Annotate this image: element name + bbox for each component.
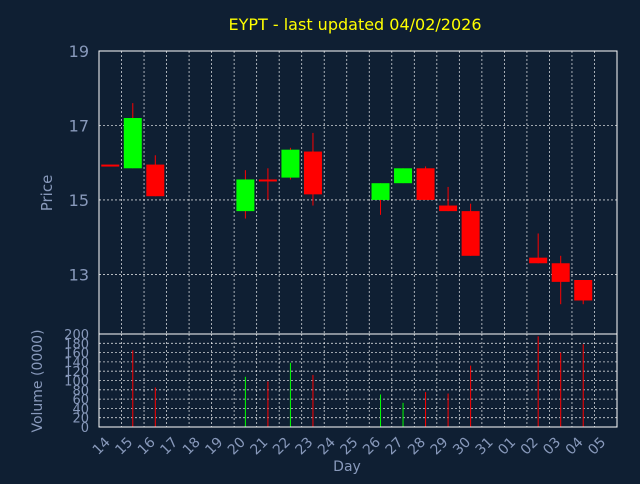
price-tick-label: 17 <box>69 116 89 135</box>
candle-body <box>371 183 390 200</box>
x-tick-labels: 1415161718192021222324252627282930310102… <box>90 434 609 458</box>
volume-tick-label: 160 <box>64 347 89 362</box>
x-tick-label: 15 <box>112 434 136 458</box>
candle-body <box>258 179 277 182</box>
price-tick-label: 19 <box>69 42 89 61</box>
candle-body <box>461 211 480 256</box>
candle-body <box>574 280 593 301</box>
x-tick-label: 21 <box>247 434 271 458</box>
chart-title: EYPT - last updated 04/02/2026 <box>228 15 481 34</box>
x-tick-label: 04 <box>563 434 587 458</box>
x-tick-label: 31 <box>473 434 497 458</box>
candle-body <box>416 168 435 200</box>
x-tick-label: 25 <box>338 434 362 458</box>
x-tick-label: 28 <box>405 434 429 458</box>
candle-body <box>146 164 165 197</box>
price-panel-frame <box>98 50 618 335</box>
price-tick-label: 15 <box>69 191 89 210</box>
x-axis-label: Day <box>333 459 361 475</box>
volume-tick-label: 200 <box>64 328 89 343</box>
candle-body <box>101 164 120 167</box>
x-tick-label: 18 <box>180 434 204 458</box>
volume-tick-label: 0 <box>81 421 89 436</box>
volume-tick-label: 180 <box>64 337 89 352</box>
volume-tick-label: 140 <box>64 356 89 371</box>
x-tick-label: 14 <box>90 434 114 458</box>
volume-tick-label: 80 <box>72 384 89 399</box>
price-panel: 13 15 17 19 <box>69 42 618 335</box>
candle-body <box>551 263 570 282</box>
volume-tick-label: 120 <box>64 365 89 380</box>
x-tick-label: 19 <box>202 434 226 458</box>
price-tick-label: 13 <box>69 265 89 284</box>
price-axis-label: Price <box>38 175 56 212</box>
volume-axis-label: Volume (0000) <box>30 329 46 432</box>
x-tick-label: 17 <box>157 434 181 458</box>
volume-panel-frame <box>98 333 618 428</box>
x-tick-label: 23 <box>293 434 317 458</box>
x-tick-label: 20 <box>225 434 249 458</box>
volume-tick-label: 40 <box>72 402 89 417</box>
volume-tick-label: 20 <box>72 412 89 427</box>
x-tick-label: 01 <box>495 434 519 458</box>
candle-body <box>281 149 300 178</box>
x-tick-label: 29 <box>428 434 452 458</box>
candle-body <box>236 179 255 212</box>
x-tick-label: 27 <box>383 434 407 458</box>
x-tick-label: 30 <box>450 434 474 458</box>
x-tick-label: 16 <box>135 434 159 458</box>
candle-body <box>123 118 142 169</box>
volume-tick-label: 60 <box>72 393 89 408</box>
x-tick-label: 05 <box>585 434 609 458</box>
x-tick-label: 24 <box>315 434 339 458</box>
x-tick-label: 02 <box>518 434 542 458</box>
x-tick-label: 26 <box>360 434 384 458</box>
candle-body <box>303 151 322 195</box>
x-tick-label: 22 <box>270 434 294 458</box>
candle-body <box>529 257 548 264</box>
volume-tick-label: 100 <box>64 375 89 390</box>
x-tick-label: 03 <box>540 434 564 458</box>
candle-body <box>394 168 413 184</box>
candle-body <box>439 205 458 212</box>
